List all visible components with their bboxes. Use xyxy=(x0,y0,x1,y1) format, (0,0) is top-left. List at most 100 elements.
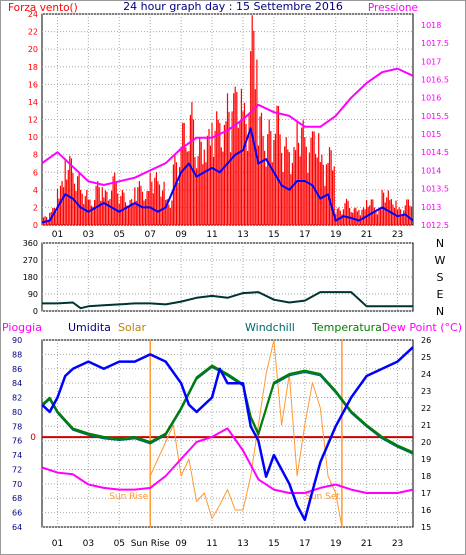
y-right-tick-label: 1015.5 xyxy=(421,112,449,121)
y-left-tick-label: 16 xyxy=(28,80,38,89)
x-tick-label: 03 xyxy=(83,539,94,549)
rain-zero-label: 0 xyxy=(30,433,36,443)
y-right-tick-label: 1014 xyxy=(421,166,441,175)
y-right-tick-label: 26 xyxy=(421,336,431,345)
dewpoint-line xyxy=(41,427,414,494)
y-left-tick-label: 84 xyxy=(12,379,22,388)
x-tick-label: Sun Rise xyxy=(131,539,170,549)
y-right-tick-label: 24 xyxy=(421,370,431,379)
humidity-header: Umidita xyxy=(68,321,111,334)
x-tick-label: 21 xyxy=(361,539,372,549)
wind-pressure-panel: 0246810121416182022241012.510131013.5101… xyxy=(28,10,449,240)
y-right-tick-label: 16 xyxy=(421,506,431,515)
wind-average-line xyxy=(41,127,414,224)
dewpoint-header: Dew Point (°C) xyxy=(382,321,462,334)
y-left-tick-label: 86 xyxy=(12,365,22,374)
x-tick-label: 07 xyxy=(144,230,155,240)
x-tick-label: 05 xyxy=(114,230,125,240)
y-left-tick-label: 8 xyxy=(33,151,38,160)
y-left-tick-label: 68 xyxy=(12,494,22,503)
x-tick-label: 23 xyxy=(392,539,403,549)
y-left-tick-label: 12 xyxy=(28,116,38,125)
y-left-tick-label: 70 xyxy=(12,480,22,489)
y-right-tick-label: 1015 xyxy=(421,130,441,139)
pressure-line xyxy=(41,67,414,186)
plot-area xyxy=(41,339,414,528)
y-left-tick-label: 4 xyxy=(33,186,38,195)
y-right-tick-label: 22 xyxy=(421,404,431,413)
y-right-tick-label: 20 xyxy=(421,438,431,447)
compass-label: S xyxy=(437,271,444,284)
y-left-tick-label: 10 xyxy=(28,133,38,142)
y-right-tick-label: 18 xyxy=(421,472,431,481)
wind-direction-line xyxy=(42,291,413,310)
y-left-tick-label: 88 xyxy=(12,350,22,359)
y-left-tick-label: 80 xyxy=(12,408,22,417)
sunset-label: Sun Set xyxy=(305,492,340,502)
x-tick-label: 13 xyxy=(237,230,248,240)
solar-header: Solar xyxy=(118,321,147,334)
y-right-tick-label: 19 xyxy=(421,455,431,464)
humidity-line xyxy=(41,346,414,522)
x-tick-label: 15 xyxy=(268,539,279,549)
y-right-tick-label: 1017.5 xyxy=(421,39,449,48)
y-left-tick-label: 82 xyxy=(12,394,22,403)
y-left-tick-label: 66 xyxy=(12,509,22,518)
y-right-tick-label: 1012.5 xyxy=(421,221,449,230)
x-tick-label: 11 xyxy=(206,539,217,549)
y-right-tick-label: 25 xyxy=(421,353,431,362)
y-left-tick-label: 18 xyxy=(28,63,38,72)
pressure-label: Pressione xyxy=(368,2,418,14)
y-left-tick-label: 90 xyxy=(28,290,38,299)
y-right-tick-label: 23 xyxy=(421,387,431,396)
x-tick-label: 11 xyxy=(206,230,217,240)
y-left-tick-label: 90 xyxy=(12,336,22,345)
y-left-tick-label: 22 xyxy=(28,28,38,37)
y-left-tick-label: 6 xyxy=(33,168,38,177)
y-left-tick-label: 0 xyxy=(33,307,38,316)
y-left-tick-label: 78 xyxy=(12,422,22,431)
x-tick-label: 09 xyxy=(175,230,187,240)
y-left-tick-label: 360 xyxy=(23,239,38,248)
y-right-tick-label: 17 xyxy=(421,489,431,498)
y-left-tick-label: 2 xyxy=(33,203,38,212)
rain-header: Pioggia xyxy=(2,321,42,334)
y-right-tick-label: 1014.5 xyxy=(421,148,449,157)
x-tick-label: 23 xyxy=(392,230,403,240)
y-left-tick-label: 0 xyxy=(33,221,38,230)
y-right-tick-label: 1013.5 xyxy=(421,185,449,194)
x-tick-label: 01 xyxy=(52,539,63,549)
compass-label: N xyxy=(436,305,444,318)
temperature-header: Temperatura xyxy=(311,321,382,334)
wind-label: Forza vento() xyxy=(8,2,78,14)
x-tick-label: 17 xyxy=(299,539,310,549)
windchill-header: Windchill xyxy=(245,321,295,334)
y-left-tick-label: 74 xyxy=(12,451,22,460)
y-right-tick-label: 1017 xyxy=(421,57,441,66)
compass-label: W xyxy=(435,254,446,267)
sunrise-label: Sun Rise xyxy=(109,492,148,502)
chart-title: 24 hour graph day : 15 Settembre 2016 xyxy=(123,0,343,13)
x-tick-label: 15 xyxy=(268,230,279,240)
y-left-tick-label: 24 xyxy=(28,10,38,19)
y-right-tick-label: 1016.5 xyxy=(421,75,449,84)
y-right-tick-label: 1013 xyxy=(421,203,441,212)
solar-line xyxy=(149,339,343,528)
y-left-tick-label: 270 xyxy=(23,256,38,265)
y-left-tick-label: 64 xyxy=(12,523,22,532)
compass-label: E xyxy=(437,288,444,301)
x-tick-label: 03 xyxy=(83,230,94,240)
x-tick-label: 19 xyxy=(330,230,342,240)
x-tick-label: 05 xyxy=(114,539,125,549)
compass-label: N xyxy=(436,237,444,250)
y-left-tick-label: 14 xyxy=(28,98,38,107)
y-right-tick-label: 1018 xyxy=(421,21,441,30)
y-left-tick-label: 72 xyxy=(12,465,22,474)
y-right-tick-label: 15 xyxy=(421,523,431,532)
y-left-tick-label: 20 xyxy=(28,45,38,54)
y-left-tick-label: 180 xyxy=(23,273,38,282)
x-tick-label: 01 xyxy=(52,230,63,240)
x-tick-label: 21 xyxy=(361,230,372,240)
